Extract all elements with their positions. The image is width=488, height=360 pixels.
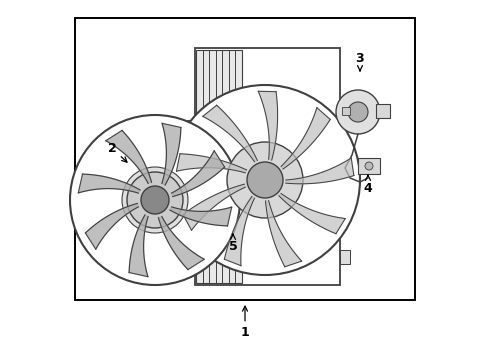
Polygon shape bbox=[158, 217, 204, 270]
Circle shape bbox=[364, 162, 372, 170]
Bar bbox=[339, 100, 349, 114]
Polygon shape bbox=[183, 184, 245, 230]
Polygon shape bbox=[203, 105, 257, 162]
Polygon shape bbox=[129, 215, 148, 277]
Polygon shape bbox=[171, 151, 224, 197]
Polygon shape bbox=[105, 130, 151, 183]
Polygon shape bbox=[176, 154, 246, 173]
Bar bbox=[186, 210, 195, 222]
Bar bbox=[339, 250, 349, 264]
Circle shape bbox=[347, 102, 367, 122]
Circle shape bbox=[335, 90, 379, 134]
Circle shape bbox=[122, 167, 187, 233]
Bar bbox=[186, 120, 195, 132]
Bar bbox=[196, 50, 242, 283]
Bar bbox=[339, 200, 349, 214]
Bar bbox=[341, 107, 349, 115]
Circle shape bbox=[70, 115, 240, 285]
Polygon shape bbox=[170, 207, 231, 226]
Polygon shape bbox=[258, 91, 277, 160]
Polygon shape bbox=[265, 201, 301, 267]
Bar bbox=[191, 218, 197, 228]
Polygon shape bbox=[285, 158, 353, 184]
Circle shape bbox=[226, 142, 303, 218]
Circle shape bbox=[127, 172, 183, 228]
Polygon shape bbox=[162, 123, 181, 185]
Circle shape bbox=[141, 186, 169, 214]
Bar bbox=[75, 18, 414, 300]
Text: 5: 5 bbox=[228, 234, 237, 253]
Bar bbox=[375, 104, 389, 118]
Circle shape bbox=[170, 85, 359, 275]
Text: 4: 4 bbox=[363, 175, 372, 194]
Text: 1: 1 bbox=[240, 306, 249, 339]
Polygon shape bbox=[281, 108, 329, 169]
Polygon shape bbox=[78, 174, 140, 193]
Polygon shape bbox=[278, 193, 345, 234]
Circle shape bbox=[246, 162, 283, 198]
Polygon shape bbox=[85, 203, 138, 249]
Bar bbox=[357, 158, 379, 174]
Text: 2: 2 bbox=[107, 141, 127, 162]
Text: 3: 3 bbox=[355, 51, 364, 71]
Polygon shape bbox=[224, 197, 254, 266]
Bar bbox=[195, 48, 339, 285]
